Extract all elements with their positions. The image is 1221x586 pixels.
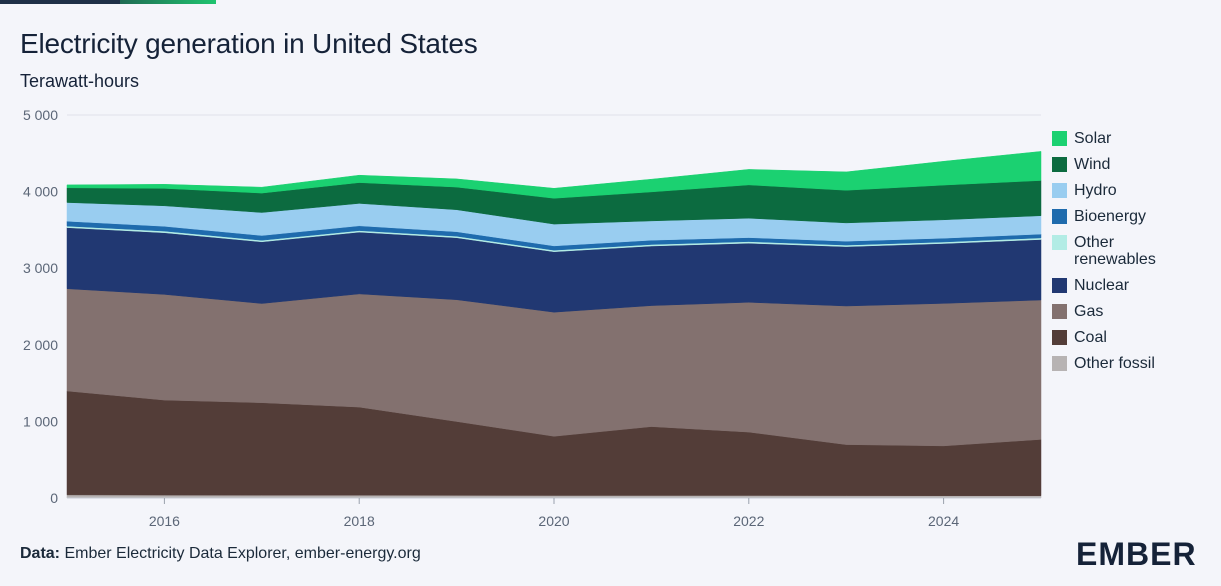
chart-subtitle: Terawatt-hours bbox=[20, 71, 140, 91]
x-tick-label: 2024 bbox=[928, 513, 959, 529]
legend-swatch bbox=[1052, 235, 1067, 250]
legend-swatch bbox=[1052, 209, 1067, 224]
legend-label: Gas bbox=[1074, 303, 1104, 320]
source-text: Ember Electricity Data Explorer, ember-e… bbox=[64, 545, 421, 562]
legend-swatch bbox=[1052, 157, 1067, 172]
y-tick-label: 1 000 bbox=[23, 413, 58, 429]
legend-item-nuclear: Nuclear bbox=[1052, 277, 1217, 294]
logo-text: EMBER bbox=[1076, 536, 1197, 572]
legend-label: Nuclear bbox=[1074, 277, 1130, 294]
legend-swatch bbox=[1052, 278, 1067, 293]
top-accent-green bbox=[120, 0, 216, 4]
x-tick-label: 2016 bbox=[149, 513, 180, 529]
legend-label: Wind bbox=[1074, 156, 1111, 173]
chart-title: Electricity generation in United States bbox=[20, 28, 478, 59]
area-solar bbox=[66, 151, 1042, 199]
top-accent-bar bbox=[0, 0, 216, 4]
legend-label: Solar bbox=[1074, 130, 1112, 147]
source-label: Data: bbox=[20, 545, 61, 562]
legend-swatch bbox=[1052, 183, 1067, 198]
legend-swatch bbox=[1052, 131, 1067, 146]
x-tick-label: 2018 bbox=[344, 513, 375, 529]
legend-swatch bbox=[1052, 330, 1067, 345]
y-tick-label: 0 bbox=[50, 490, 58, 506]
legend-item-solar: Solar bbox=[1052, 130, 1217, 147]
y-tick-label: 2 000 bbox=[23, 337, 58, 353]
legend-label: Hydro bbox=[1074, 182, 1117, 199]
legend-item-gas: Gas bbox=[1052, 303, 1217, 320]
legend-item-other-renewables: Other renewables bbox=[1052, 234, 1217, 268]
chart-legend: Solar Wind Hydro Bioenergy Other renewables N… bbox=[1052, 130, 1217, 381]
source-note: Data: Ember Electricity Data Explorer, e… bbox=[20, 545, 421, 563]
x-tick-label: 2020 bbox=[538, 513, 569, 529]
y-tick-label: 4 000 bbox=[23, 184, 58, 200]
legend-swatch bbox=[1052, 304, 1067, 319]
y-tick-label: 5 000 bbox=[23, 107, 58, 123]
top-accent-dark bbox=[0, 0, 120, 4]
legend-label: Other fossil bbox=[1074, 355, 1155, 372]
legend-item-wind: Wind bbox=[1052, 156, 1217, 173]
legend-item-other-fossil: Other fossil bbox=[1052, 355, 1217, 372]
legend-swatch bbox=[1052, 356, 1067, 371]
legend-label: Coal bbox=[1074, 329, 1107, 346]
legend-item-bioenergy: Bioenergy bbox=[1052, 208, 1217, 225]
legend-label: Bioenergy bbox=[1074, 208, 1147, 225]
ember-logo: EMBER bbox=[1076, 536, 1197, 573]
x-tick-label: 2022 bbox=[733, 513, 764, 529]
legend-item-hydro: Hydro bbox=[1052, 182, 1217, 199]
legend-item-coal: Coal bbox=[1052, 329, 1217, 346]
y-tick-label: 3 000 bbox=[23, 260, 58, 276]
legend-label: Other renewables bbox=[1074, 234, 1156, 268]
